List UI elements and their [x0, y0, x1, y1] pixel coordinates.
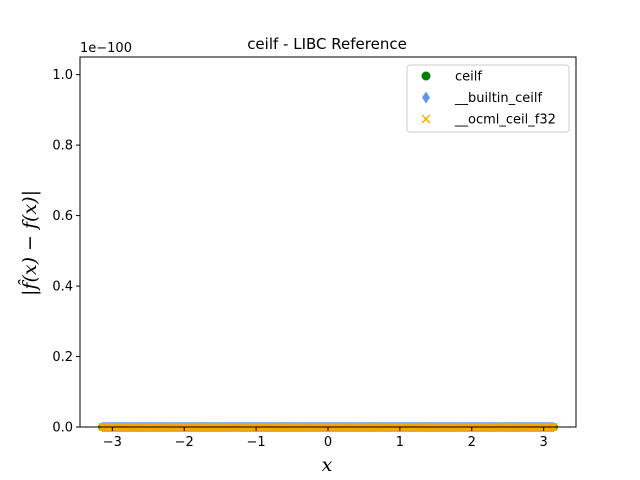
y-tick-label: 0.0	[52, 421, 73, 436]
legend-marker	[421, 71, 431, 81]
y-tick-label: 1.0	[52, 68, 73, 83]
legend-marker	[422, 91, 430, 104]
x-tick-label: 1	[396, 435, 404, 450]
y-tick-label: 0.4	[52, 280, 73, 295]
x-tick-label: 0	[324, 435, 332, 450]
x-axis: −3 −2 −1 0 1 2 3	[103, 427, 548, 450]
legend-entry: __ocml_ceil_f32	[421, 113, 556, 128]
y-tick-label: 0.8	[52, 139, 73, 154]
y-axis: 0.0 0.2 0.4 0.6 0.8 1.0	[52, 68, 80, 436]
x-tick-label: 3	[540, 435, 548, 450]
legend-entry: __builtin_ceilf	[422, 91, 543, 106]
legend: ceilf __builtin_ceilf __ocml_ceil_f32	[406, 64, 570, 133]
x-tick-label: −1	[247, 435, 266, 450]
y-tick-label: 0.2	[52, 350, 73, 365]
chart-title: ceilf - LIBC Reference	[247, 35, 407, 53]
plot-area	[79, 56, 577, 432]
x-tick-label: −3	[103, 435, 122, 450]
legend-label: __ocml_ceil_f32	[454, 113, 556, 128]
x-tick-label: −2	[175, 435, 194, 450]
legend-label: ceilf	[455, 70, 482, 85]
x-tick-label: 2	[468, 435, 476, 450]
y-offset-label: 1e−100	[80, 41, 132, 56]
legend-box	[406, 64, 570, 133]
y-tick-label: 0.6	[52, 209, 73, 224]
legend-label: __builtin_ceilf	[454, 91, 543, 106]
legend-entry: ceilf	[421, 70, 482, 85]
legend-marker	[421, 114, 431, 124]
x-axis-label: x	[322, 454, 333, 476]
y-axis-label: |f̂(x) − f(x)|	[18, 190, 41, 296]
